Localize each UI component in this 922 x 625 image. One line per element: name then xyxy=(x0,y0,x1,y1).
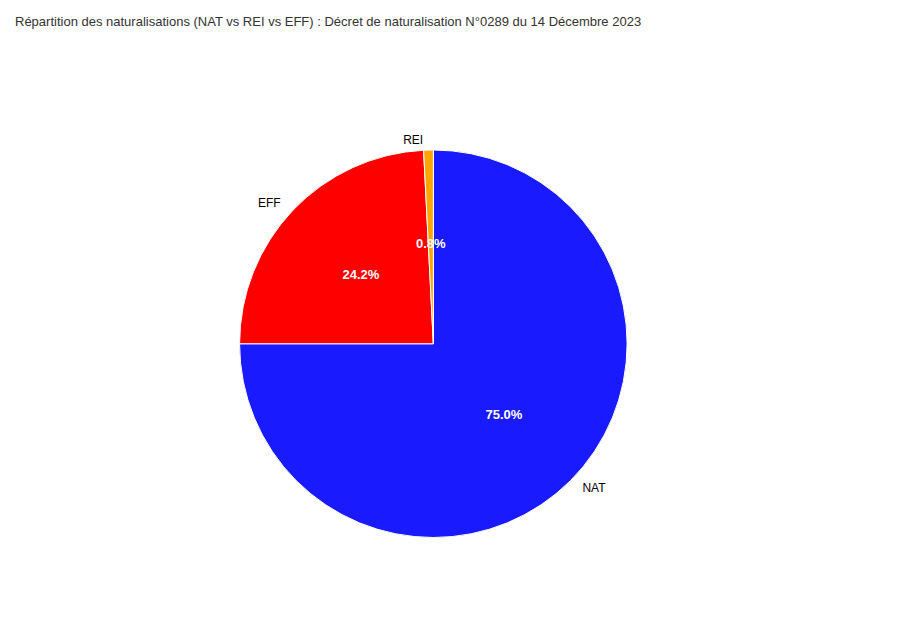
svg-text:0.8%: 0.8% xyxy=(416,236,446,251)
svg-text:Répartition des naturalisation: Répartition des naturalisations (NAT vs … xyxy=(15,14,641,29)
svg-text:75.0%: 75.0% xyxy=(486,407,523,422)
svg-text:EFF: EFF xyxy=(258,196,281,210)
svg-text:NAT: NAT xyxy=(582,481,606,495)
svg-text:REI: REI xyxy=(403,133,423,147)
svg-text:24.2%: 24.2% xyxy=(343,267,380,282)
